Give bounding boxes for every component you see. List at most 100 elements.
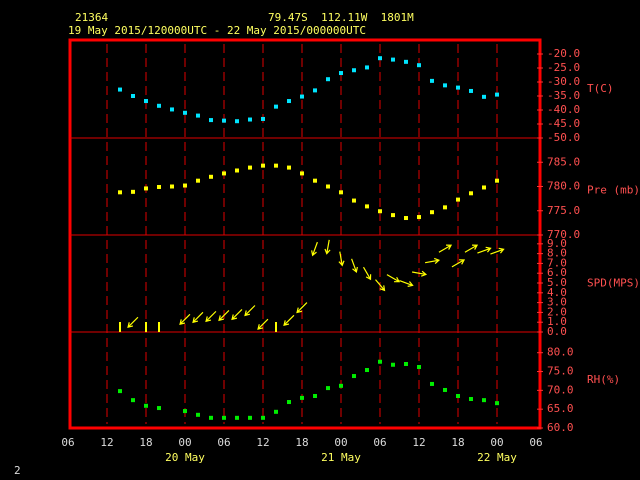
y-tick-label: 6.0	[547, 266, 567, 279]
data-point	[430, 381, 434, 386]
data-point	[170, 107, 174, 112]
data-point	[274, 163, 278, 168]
wind-arrow	[451, 259, 466, 268]
data-point	[222, 171, 226, 176]
y-tick-label: 5.0	[547, 276, 567, 289]
x-tick-label: 06	[217, 436, 230, 449]
data-point	[443, 387, 447, 392]
data-point	[157, 103, 161, 108]
wind-arrow	[490, 247, 505, 255]
data-point	[248, 117, 252, 122]
y-tick-label: 775.0	[547, 204, 580, 217]
x-tick-label: 00	[178, 436, 191, 449]
data-point	[469, 397, 473, 402]
x-tick-label: 06	[61, 436, 74, 449]
data-point	[118, 190, 122, 195]
y-tick-label: 60.0	[547, 421, 574, 434]
data-point	[417, 63, 421, 68]
data-point	[443, 205, 447, 210]
wind-arrow	[231, 308, 243, 321]
wind-arrow	[127, 316, 139, 328]
date-label: 20 May	[165, 451, 205, 464]
wind-arrow	[464, 244, 479, 253]
wind-arrow	[362, 266, 372, 281]
data-point	[469, 88, 473, 93]
data-point	[313, 394, 317, 398]
x-tick-label: 12	[412, 436, 425, 449]
data-point	[131, 189, 135, 194]
wind-arrow	[399, 280, 414, 287]
y-tick-label: 770.0	[547, 228, 580, 241]
y-tick-label: 1.0	[547, 315, 567, 328]
data-point	[209, 415, 213, 420]
data-point	[261, 163, 265, 168]
y-tick-label: -40.0	[547, 103, 580, 116]
x-tick-label: 06	[373, 436, 386, 449]
y-axis-label: T(C)	[587, 82, 614, 95]
data-point	[326, 77, 330, 82]
wind-arrow	[425, 257, 441, 264]
y-tick-label: -50.0	[547, 131, 580, 144]
data-point	[352, 198, 356, 203]
data-point	[144, 99, 148, 104]
data-point	[131, 94, 135, 98]
data-point	[183, 409, 187, 414]
wind-arrow	[283, 314, 295, 327]
data-point	[417, 215, 421, 220]
data-point	[365, 368, 369, 373]
data-point	[456, 394, 460, 398]
data-point	[131, 398, 135, 403]
data-point	[300, 94, 304, 99]
data-point	[391, 213, 395, 218]
x-tick-label: 00	[490, 436, 503, 449]
data-point	[287, 400, 291, 405]
data-point	[248, 415, 252, 420]
data-point	[417, 365, 421, 370]
x-tick-label: 06	[529, 436, 542, 449]
data-point	[261, 415, 265, 420]
data-point	[196, 412, 200, 417]
x-tick-label: 00	[334, 436, 347, 449]
data-point	[196, 178, 200, 183]
data-point	[378, 209, 382, 214]
y-tick-label: -25.0	[547, 61, 580, 74]
data-point	[300, 395, 304, 400]
x-tick-label: 12	[256, 436, 269, 449]
data-point	[222, 415, 226, 420]
data-point	[469, 191, 473, 196]
y-tick-label: -45.0	[547, 117, 580, 130]
wind-arrow	[338, 251, 345, 267]
data-point	[326, 184, 330, 189]
wind-arrow	[375, 279, 386, 292]
wind-arrow	[192, 311, 204, 324]
wind-arrow	[244, 305, 256, 317]
y-tick-label: 7.0	[547, 256, 567, 269]
data-point	[287, 99, 291, 104]
data-point	[248, 165, 252, 170]
y-tick-label: 70.0	[547, 383, 574, 396]
data-point	[196, 113, 200, 118]
y-axis-label: SPD(MPS)	[587, 277, 640, 290]
wind-arrow	[438, 244, 453, 253]
data-point	[157, 406, 161, 411]
wind-arrow	[324, 239, 331, 255]
data-point	[352, 374, 356, 379]
y-tick-label: 80.0	[547, 346, 574, 359]
data-point	[287, 165, 291, 170]
data-point	[404, 216, 408, 221]
data-point	[183, 183, 187, 188]
data-point	[365, 65, 369, 70]
wind-arrow	[311, 241, 318, 257]
data-point	[183, 110, 187, 115]
data-point	[300, 171, 304, 176]
data-point	[443, 83, 447, 88]
data-point	[391, 362, 395, 367]
y-tick-label: 65.0	[547, 402, 574, 415]
y-tick-label: 9.0	[547, 237, 567, 250]
y-tick-label: -30.0	[547, 75, 580, 88]
data-point	[209, 118, 213, 123]
data-point	[365, 204, 369, 209]
y-tick-label: 2.0	[547, 305, 567, 318]
data-point	[352, 68, 356, 73]
wind-arrow	[179, 313, 191, 326]
